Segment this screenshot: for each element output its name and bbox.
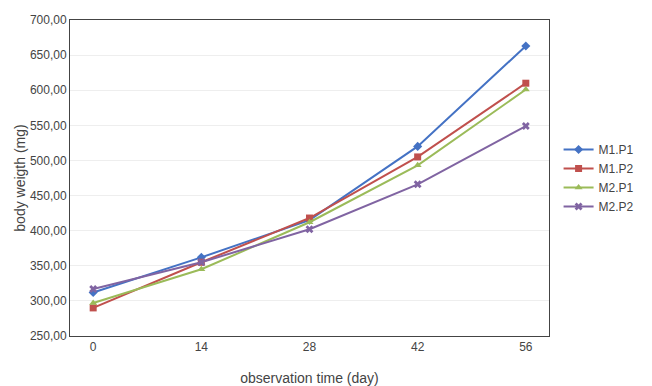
svg-text:250,00: 250,00: [30, 329, 67, 343]
svg-text:600,00: 600,00: [30, 83, 67, 97]
svg-text:observation time (day): observation time (day): [240, 370, 379, 386]
svg-text:M2.P2: M2.P2: [599, 200, 634, 214]
svg-text:700,00: 700,00: [30, 13, 67, 27]
svg-text:400,00: 400,00: [30, 224, 67, 238]
svg-text:450,00: 450,00: [30, 189, 67, 203]
svg-text:500,00: 500,00: [30, 154, 67, 168]
svg-text:body weigth (mg): body weigth (mg): [12, 124, 28, 231]
svg-text:M1.P2: M1.P2: [599, 162, 634, 176]
svg-text:650,00: 650,00: [30, 48, 67, 62]
svg-text:M2.P1: M2.P1: [599, 181, 634, 195]
svg-text:550,00: 550,00: [30, 119, 67, 133]
svg-text:28: 28: [303, 340, 317, 354]
svg-text:14: 14: [195, 340, 209, 354]
svg-text:56: 56: [519, 340, 533, 354]
svg-text:0: 0: [90, 340, 97, 354]
svg-text:M1.P1: M1.P1: [599, 143, 634, 157]
svg-text:300,00: 300,00: [30, 294, 67, 308]
svg-text:350,00: 350,00: [30, 259, 67, 273]
svg-text:42: 42: [411, 340, 425, 354]
